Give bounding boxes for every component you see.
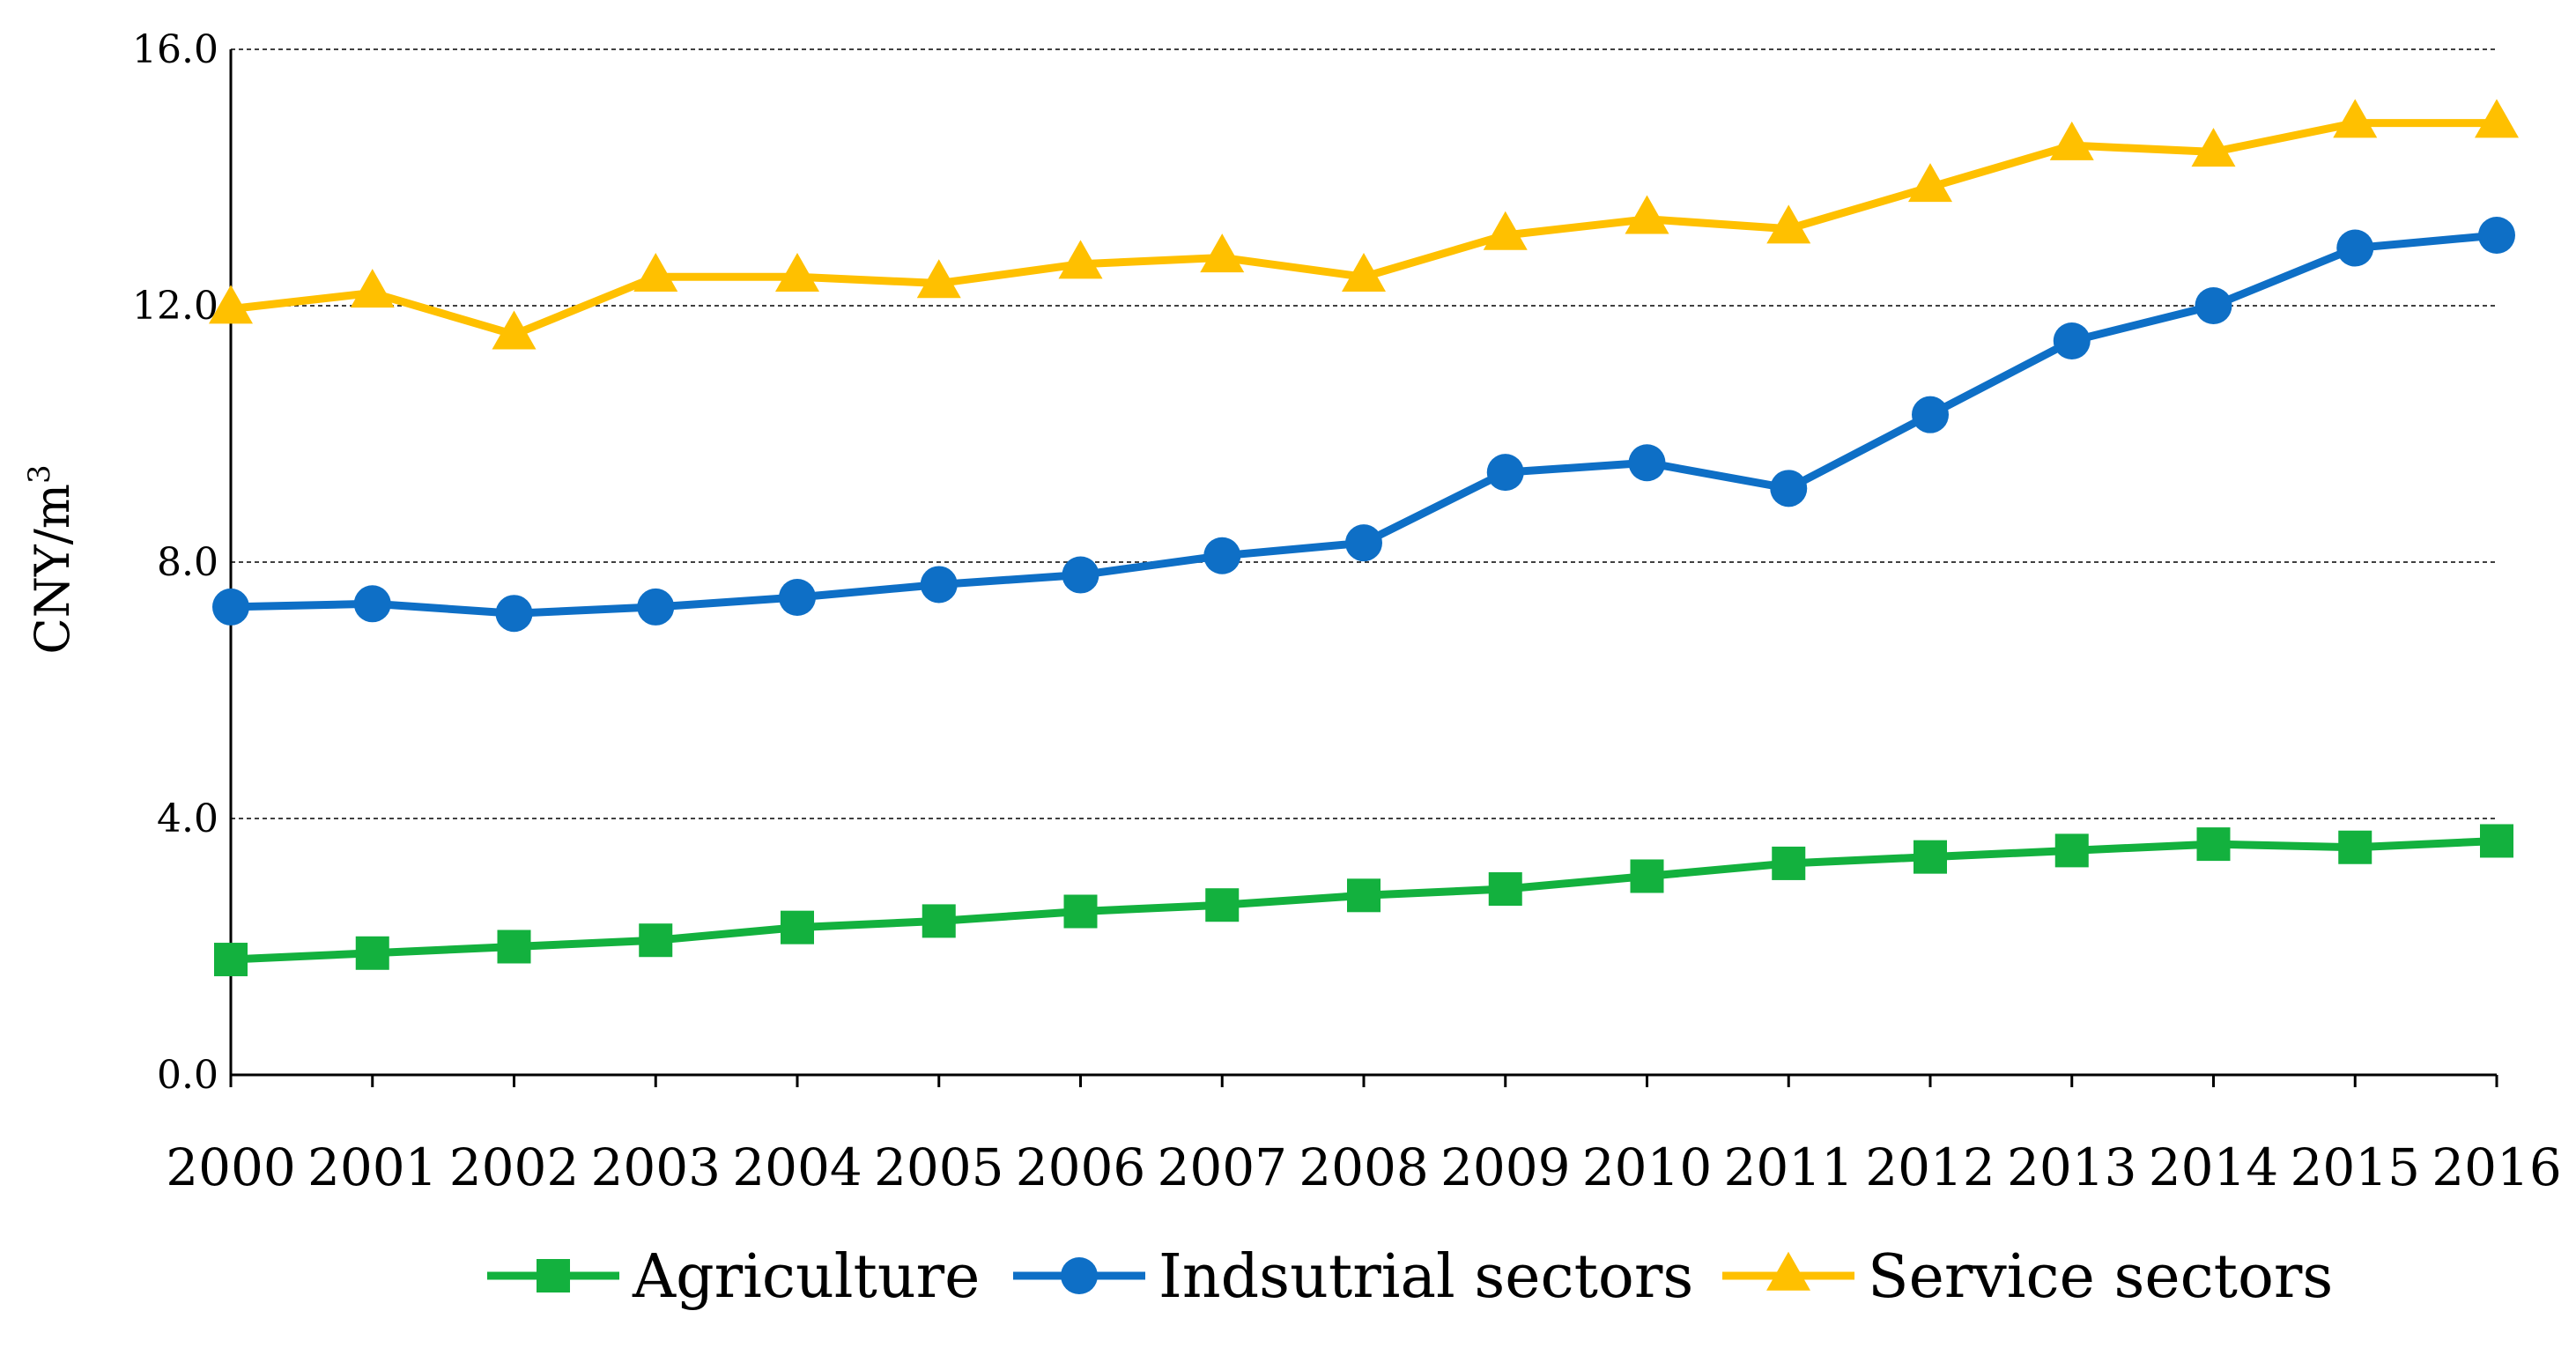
- data-point: [1062, 556, 1099, 594]
- data-point: [1770, 470, 1808, 507]
- series-service-sectors: [209, 99, 2519, 350]
- data-point: [779, 579, 816, 617]
- data-point: [1486, 454, 1524, 492]
- y-tick-label: 4.0: [157, 796, 218, 841]
- data-point: [2053, 322, 2091, 360]
- data-point: [1912, 396, 1949, 433]
- data-point: [639, 923, 673, 958]
- x-tick-label: 2007: [1157, 1137, 1287, 1197]
- x-tick-label: 2014: [2149, 1137, 2279, 1197]
- data-point: [1063, 894, 1098, 929]
- data-point: [637, 588, 675, 626]
- data-point: [775, 252, 819, 292]
- data-point: [1058, 240, 1103, 279]
- x-tick-label: 2008: [1299, 1137, 1429, 1197]
- data-point: [492, 310, 537, 350]
- data-point: [2195, 287, 2232, 324]
- x-tick-label: 2003: [590, 1137, 721, 1197]
- y-axis-title: CNY/m3: [22, 464, 80, 654]
- y-tick-label: 8.0: [157, 540, 218, 585]
- y-tick-labels: 0.0 4.0 8.0 12.0 16.0: [132, 27, 218, 1098]
- data-point: [355, 936, 389, 970]
- legend-swatch-marker: [1061, 1257, 1098, 1294]
- data-point: [633, 252, 678, 292]
- x-tick-label: 2006: [1016, 1137, 1146, 1197]
- y-tick-label: 0.0: [157, 1053, 218, 1098]
- series-indsutrial-sectors: [212, 216, 2515, 633]
- x-tick-label: 2005: [874, 1137, 1004, 1197]
- data-point: [2191, 128, 2236, 167]
- x-tick-label: 2001: [307, 1137, 438, 1197]
- data-point: [350, 269, 395, 308]
- data-point: [214, 943, 248, 977]
- data-point: [2475, 99, 2519, 138]
- legend-swatch-marker: [1766, 1251, 1810, 1291]
- legend-item: Indsutrial sectors: [1013, 1242, 1693, 1312]
- data-point: [1772, 846, 1806, 880]
- series-line: [226, 119, 2501, 339]
- data-point: [209, 285, 253, 324]
- data-point: [2333, 99, 2378, 138]
- data-point: [2478, 216, 2515, 254]
- x-tick-label: 2013: [2007, 1137, 2137, 1197]
- x-tick-label: 2009: [1440, 1137, 1571, 1197]
- y-axis-title-superscript: 3: [22, 464, 57, 484]
- data-point: [497, 930, 531, 964]
- data-point: [2049, 121, 2094, 160]
- axes: [229, 49, 2498, 1087]
- y-tick-label: 12.0: [132, 284, 218, 329]
- series-layer: [209, 99, 2519, 977]
- data-point: [1630, 859, 1664, 893]
- x-tick-label: 2012: [1865, 1137, 1995, 1197]
- x-tick-label: 2011: [1723, 1137, 1854, 1197]
- gridlines: [231, 48, 2497, 819]
- data-point: [1766, 204, 1811, 244]
- data-point: [1342, 252, 1386, 292]
- data-point: [1347, 878, 1381, 913]
- data-point: [1908, 163, 1952, 203]
- y-tick-label: 16.0: [132, 27, 218, 72]
- data-point: [2054, 833, 2089, 868]
- data-point: [1625, 195, 1669, 234]
- legend-label: Service sectors: [1868, 1242, 2333, 1312]
- data-point: [781, 910, 814, 944]
- data-point: [353, 585, 391, 623]
- x-tick-label: 2004: [732, 1137, 862, 1197]
- legend: Agriculture Indsutrial sectors Service sec…: [487, 1242, 2333, 1312]
- x-tick-label: 2015: [2290, 1137, 2420, 1197]
- data-point: [2196, 827, 2231, 862]
- series-agriculture: [214, 824, 2513, 977]
- data-point: [922, 904, 956, 938]
- legend-item: Agriculture: [487, 1242, 980, 1312]
- y-axis-title-text: CNY/m: [25, 484, 80, 655]
- legend-label: Agriculture: [632, 1242, 980, 1312]
- data-point: [495, 595, 533, 633]
- x-tick-label: 2016: [2432, 1137, 2562, 1197]
- data-point: [2336, 229, 2374, 267]
- data-point: [1913, 840, 1947, 874]
- data-point: [920, 566, 958, 604]
- data-point: [916, 259, 961, 299]
- x-tick-labels: 2000 2001 2002 2003 2004 2005 2006 2007 2008 2009…: [166, 1137, 2562, 1197]
- x-tick-label: 2010: [1582, 1137, 1713, 1197]
- legend-swatch-marker: [537, 1259, 570, 1292]
- data-point: [1483, 211, 1528, 250]
- data-point: [1628, 444, 1666, 482]
- data-point: [1205, 888, 1240, 922]
- data-point: [1200, 233, 1245, 273]
- data-point: [2480, 824, 2513, 858]
- data-point: [1345, 524, 1382, 562]
- data-point: [1488, 872, 1522, 907]
- legend-item: Service sectors: [1722, 1242, 2333, 1312]
- data-point: [212, 588, 249, 626]
- x-tick-label: 2002: [449, 1137, 580, 1197]
- data-point: [2338, 830, 2372, 864]
- x-tick-label: 2000: [166, 1137, 296, 1197]
- data-point: [1203, 537, 1241, 574]
- legend-label: Indsutrial sectors: [1158, 1242, 1693, 1312]
